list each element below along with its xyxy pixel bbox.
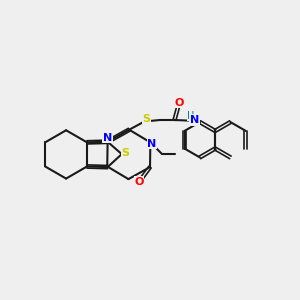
Text: O: O (175, 98, 184, 108)
Text: N: N (147, 139, 157, 149)
Text: S: S (142, 113, 150, 124)
Text: S: S (121, 148, 129, 158)
Text: O: O (134, 177, 143, 187)
Text: N: N (103, 133, 112, 142)
Text: H: H (187, 111, 194, 121)
Text: N: N (190, 115, 199, 125)
